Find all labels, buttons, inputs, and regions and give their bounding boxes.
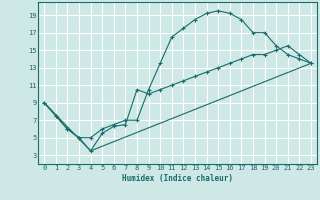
X-axis label: Humidex (Indice chaleur): Humidex (Indice chaleur) xyxy=(122,174,233,183)
